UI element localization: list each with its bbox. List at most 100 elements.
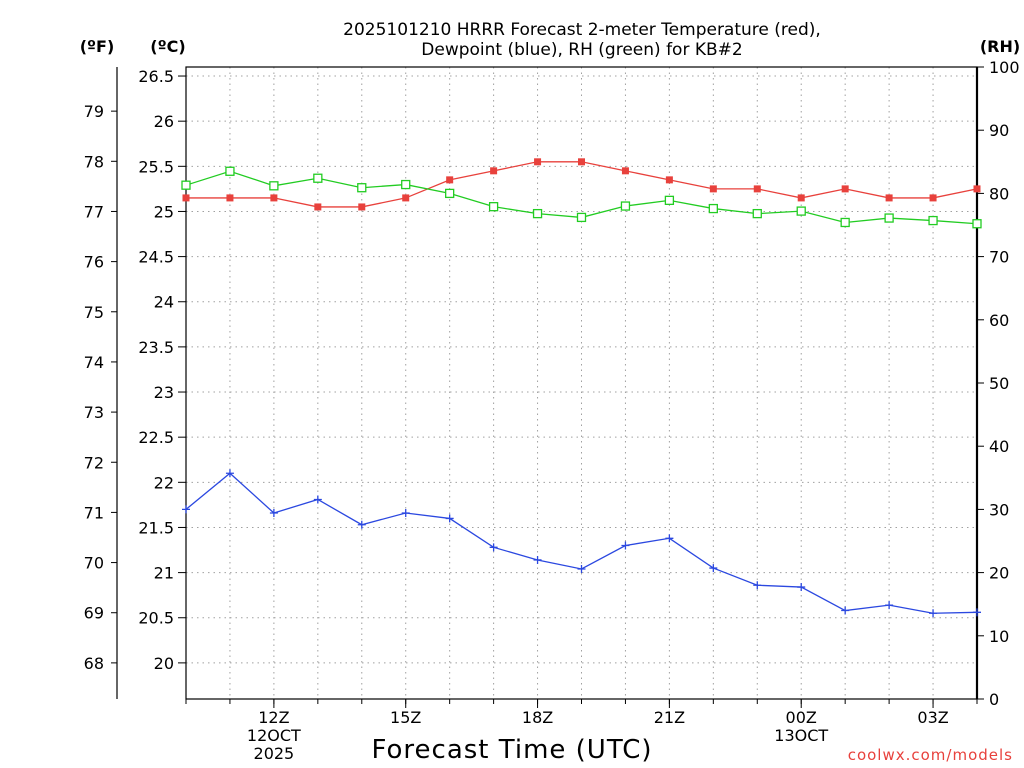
x-tick-label: 03Z <box>917 708 948 727</box>
rh-point <box>181 180 191 190</box>
celsius-tick-label: 24 <box>154 293 174 312</box>
dewpoint-point <box>841 606 850 615</box>
axes: 20 20.5 21 21.5 22 22.5 23 23.5 24 24.5 25 25.5 26 26… <box>84 58 1020 763</box>
dewpoint-point <box>885 601 894 610</box>
rh-point <box>972 219 982 229</box>
dewpoint-point <box>401 509 410 518</box>
dewpoint-point <box>577 564 586 573</box>
rh-unit-label: (RH) <box>980 37 1020 56</box>
celsius-tick-label: 22 <box>154 473 174 492</box>
fahrenheit-tick-label: 77 <box>84 202 104 221</box>
rh-point <box>401 179 411 190</box>
rh-point <box>269 181 279 191</box>
dewpoint-point <box>182 505 190 514</box>
series-rh <box>181 166 982 229</box>
rh-point <box>488 202 499 212</box>
rh-tick-label: 90 <box>989 121 1009 140</box>
temperature-point <box>973 185 981 193</box>
rh-point <box>796 206 806 216</box>
x-tick-label: 12Z <box>258 708 289 727</box>
celsius-tick-label: 21 <box>154 564 174 583</box>
x-tick-label: 12OCT <box>247 726 301 745</box>
temperature-point <box>358 203 366 211</box>
rh-point <box>313 173 323 183</box>
fahrenheit-tick-label: 69 <box>84 604 104 623</box>
temperature-point <box>753 185 761 193</box>
fahrenheit-tick-label: 72 <box>84 453 104 472</box>
dewpoint-point <box>225 469 234 478</box>
celsius-tick-label: 20 <box>154 654 174 673</box>
rh-point <box>620 201 631 211</box>
rh-point <box>928 215 938 226</box>
data-series <box>181 158 982 618</box>
temperature-point <box>270 194 278 202</box>
rh-tick-label: 70 <box>989 248 1009 267</box>
x-axis-label: Forecast Time (UTC) <box>371 735 652 765</box>
fahrenheit-tick-label: 79 <box>84 102 104 121</box>
rh-point <box>445 188 455 199</box>
celsius-tick-label: 23 <box>154 383 174 402</box>
temperature-point <box>665 176 673 184</box>
rh-tick-label: 100 <box>989 58 1020 77</box>
chart-title-line-2: Dewpoint (blue), RH (green) for KB#2 <box>421 40 742 60</box>
temperature-point <box>402 194 410 202</box>
x-tick-label: 13OCT <box>774 726 828 745</box>
series-dewpoint <box>182 469 981 618</box>
series-temperature <box>182 158 981 211</box>
fahrenheit-tick-label: 70 <box>84 554 104 573</box>
temperature-point <box>446 176 454 184</box>
dewpoint-point <box>445 514 454 523</box>
rh-point <box>752 208 762 219</box>
temperature-point <box>841 185 849 193</box>
dewpoint-point <box>533 555 542 564</box>
dewpoint-point <box>313 495 322 504</box>
dewpoint-point <box>797 583 806 592</box>
fahrenheit-tick-label: 76 <box>84 253 104 272</box>
dewpoint-point <box>929 609 938 618</box>
dewpoint-point <box>665 534 674 543</box>
dewpoint-point <box>753 581 762 590</box>
rh-point <box>576 212 587 223</box>
temperature-point <box>314 203 322 211</box>
celsius-tick-label: 25.5 <box>138 157 174 176</box>
rh-tick-label: 40 <box>989 437 1009 456</box>
rh-point <box>532 208 543 219</box>
rh-tick-label: 10 <box>989 627 1009 646</box>
celsius-tick-label: 26 <box>154 112 174 131</box>
temperature-point <box>182 194 190 202</box>
celsius-tick-label: 25 <box>154 202 174 221</box>
temperature-point <box>534 158 542 166</box>
dewpoint-point <box>269 509 278 518</box>
temperature-point <box>929 194 937 202</box>
temperature-point <box>709 185 717 193</box>
x-tick-label: 15Z <box>390 708 421 727</box>
temperature-point <box>226 194 234 202</box>
credit-label: coolwx.com/models <box>848 746 1013 764</box>
rh-point <box>357 183 367 193</box>
temperature-point <box>797 194 805 202</box>
celsius-tick-label: 22.5 <box>138 428 174 447</box>
celsius-tick-label: 21.5 <box>138 518 174 537</box>
celsius-unit-label: (ºC) <box>150 37 185 56</box>
rh-tick-label: 50 <box>989 374 1009 393</box>
fahrenheit-tick-label: 68 <box>84 654 104 673</box>
fahrenheit-tick-label: 74 <box>84 353 104 372</box>
fahrenheit-tick-label: 71 <box>84 503 104 522</box>
rh-tick-label: 20 <box>989 564 1009 583</box>
dewpoint-point <box>489 543 498 552</box>
rh-tick-label: 60 <box>989 311 1009 330</box>
x-tick-label: 18Z <box>522 708 553 727</box>
rh-tick-label: 30 <box>989 500 1009 519</box>
temperature-point <box>578 158 585 166</box>
rh-point <box>708 203 718 214</box>
dewpoint-point <box>709 564 718 573</box>
fahrenheit-tick-label: 73 <box>84 403 104 422</box>
temperature-point <box>621 167 629 175</box>
celsius-tick-label: 23.5 <box>138 338 174 357</box>
x-tick-label: 2025 <box>254 744 295 763</box>
rh-point <box>664 195 675 206</box>
temperature-point <box>490 167 498 175</box>
fahrenheit-tick-label: 78 <box>84 152 104 171</box>
temperature-point <box>885 194 893 202</box>
x-tick-label: 21Z <box>654 708 685 727</box>
